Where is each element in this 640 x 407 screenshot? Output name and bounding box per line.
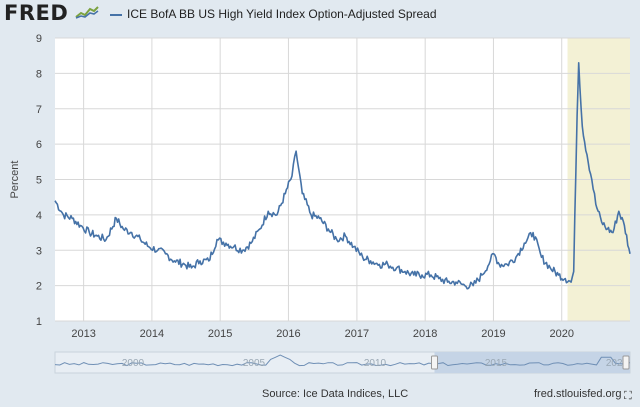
footer-site-link[interactable]: fred.stlouisfed.org — [534, 388, 622, 400]
x-tick-label: 2016 — [276, 328, 300, 340]
y-axis-label: Percent — [9, 161, 21, 199]
x-tick-label: 2013 — [71, 328, 95, 340]
y-tick-label: 5 — [36, 175, 42, 187]
fred-logo-icon — [75, 6, 99, 19]
y-tick-label: 8 — [36, 68, 42, 80]
fred-logo[interactable]: FRED — [4, 1, 69, 25]
series-line — [54, 61, 631, 290]
y-tick-label: 9 — [36, 33, 42, 45]
x-tick-label: 2018 — [413, 328, 437, 340]
navigator-handle[interactable] — [431, 355, 438, 370]
y-tick-label: 6 — [36, 139, 42, 151]
header: FRED ICE BofA BB US High Yield Index Opt… — [0, 0, 640, 28]
navigator-label: 2000 — [122, 358, 145, 369]
navigator-label: 2020 — [606, 358, 629, 369]
navigator-label: 2005 — [243, 358, 266, 369]
x-tick-label: 2017 — [345, 328, 369, 340]
navigator-scrollbar: 2000 2005 2010 2015 2020 — [54, 351, 631, 374]
y-tick-label: 4 — [36, 210, 42, 222]
legend-label: ICE BofA BB US High Yield Index Option-A… — [127, 7, 437, 21]
plot-area — [54, 37, 631, 322]
x-tick-label: 2019 — [481, 328, 505, 340]
fullscreen-icon[interactable]: ⛶ — [624, 390, 632, 402]
navigator-label: 2010 — [364, 358, 387, 369]
x-tick-label: 2020 — [549, 328, 573, 340]
y-axis: 1 2 3 4 5 6 7 8 9 Percent — [9, 33, 42, 328]
x-tick-label: 2015 — [208, 328, 232, 340]
y-tick-label: 7 — [36, 104, 42, 116]
navigator-label: 2015 — [485, 358, 508, 369]
y-tick-label: 2 — [36, 281, 42, 293]
y-tick-label: 3 — [36, 245, 42, 257]
footer-source: Source: Ice Data Indices, LLC — [262, 388, 409, 400]
navigator-line — [54, 354, 631, 367]
legend[interactable]: ICE BofA BB US High Yield Index Option-A… — [110, 7, 437, 21]
x-axis: 2013 2014 2015 2016 2017 2018 2019 2020 — [71, 328, 574, 340]
legend-swatch — [110, 13, 122, 16]
navigator-handle[interactable] — [622, 355, 630, 370]
x-tick-label: 2014 — [140, 328, 164, 340]
y-tick-label: 1 — [36, 316, 42, 328]
